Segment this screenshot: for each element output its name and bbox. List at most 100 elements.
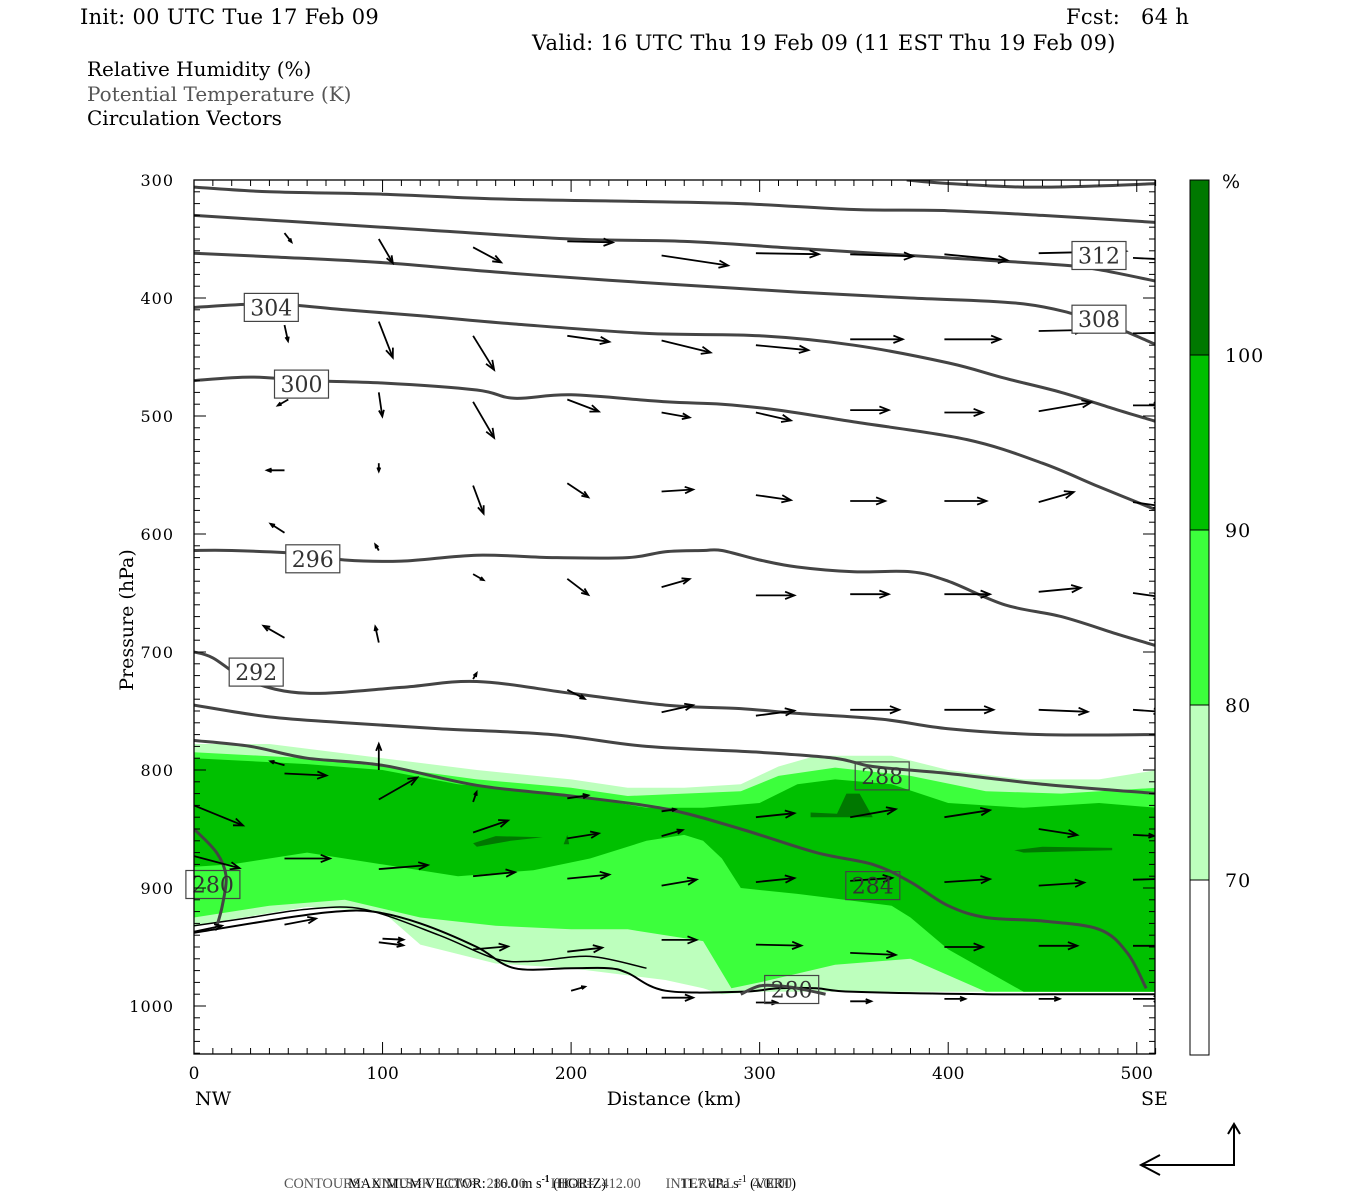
vector-arrowhead <box>485 359 496 372</box>
contour-label-text: 288 <box>861 765 903 790</box>
contour-label-text: 284 <box>852 875 894 900</box>
circulation-vector <box>944 705 996 715</box>
vector-shaft <box>566 482 589 499</box>
theta-contour-308 <box>194 251 1155 346</box>
vector-arrowhead <box>973 407 986 418</box>
vector-arrowhead <box>473 789 478 796</box>
theta-contour-300 <box>194 375 1155 512</box>
vector-arrowhead <box>232 817 246 827</box>
contour-label-280: 280 <box>185 869 241 900</box>
vector-shaft <box>1132 834 1155 837</box>
vector-arrowhead <box>885 949 899 960</box>
circulation-vector <box>1132 832 1155 839</box>
circulation-vector <box>755 874 797 884</box>
vector-arrowhead <box>684 993 696 1002</box>
contour-label-284: 284 <box>845 870 901 901</box>
circulation-vector <box>944 589 993 599</box>
contour-label-box <box>273 369 330 399</box>
surface-layer <box>194 906 1155 996</box>
circulation-vector <box>194 923 225 933</box>
contour-label-box <box>228 657 284 687</box>
theta-contour-layer <box>194 180 1155 996</box>
circulation-vector <box>377 321 394 360</box>
circulation-vector <box>1133 944 1155 947</box>
circulation-vector <box>567 237 616 247</box>
vector-shaft <box>1132 501 1155 507</box>
vector-shaft <box>661 829 683 837</box>
vector-arrowhead <box>1067 829 1080 839</box>
circulation-vector <box>264 467 285 473</box>
vector-shaft <box>1038 491 1074 503</box>
circulation-vector <box>376 463 382 474</box>
vector-shaft <box>1132 878 1155 881</box>
circulation-vector <box>570 985 588 992</box>
vector-arrowhead <box>875 496 888 506</box>
rh-fill-100 <box>810 793 873 818</box>
vector-shaft <box>755 709 795 717</box>
vector-arrowhead <box>417 861 431 871</box>
colorbar: 70 80 90 100 <box>1189 179 1264 1056</box>
y-tick-labels: 300 400 500 600 700 800 900 1000 <box>129 171 174 1016</box>
circulation-vector <box>473 868 518 878</box>
circulation-vector <box>661 702 696 714</box>
circulation-vector <box>661 876 700 887</box>
vector-shaft <box>472 819 509 834</box>
theta-contour-312 <box>194 213 1155 283</box>
colorbar-level-label: 100 <box>1225 345 1264 367</box>
vector-shaft <box>377 321 394 358</box>
vector-arrowhead <box>684 485 696 495</box>
circulation-vector <box>472 246 504 264</box>
contour-label-text: 312 <box>1078 245 1120 270</box>
vector-arrowhead <box>798 344 811 354</box>
vector-shaft <box>194 855 240 869</box>
circulation-vector <box>472 573 486 582</box>
vector-arrowhead <box>997 254 1010 265</box>
contour-label-box <box>1071 304 1127 334</box>
circulation-vector <box>275 398 289 407</box>
contour-label-text: 296 <box>292 548 334 573</box>
circulation-vector <box>850 405 892 415</box>
contour-label-box <box>854 761 910 791</box>
legend-circulation-vectors: Circulation Vectors <box>87 106 282 130</box>
vector-arrowhead <box>378 409 385 419</box>
vector-arrowhead <box>784 707 797 717</box>
vector-arrowhead <box>579 694 587 700</box>
vector-arrowhead <box>882 874 895 884</box>
vector-arrowhead <box>980 589 993 599</box>
circulation-vector <box>755 940 804 950</box>
vector-arrowhead <box>990 334 1003 344</box>
vector-arrowhead <box>492 254 504 264</box>
circulation-vector <box>755 411 794 423</box>
vector-shaft <box>567 794 589 800</box>
rh-fill-100 <box>1014 846 1113 853</box>
vector-shaft <box>194 804 244 827</box>
vector-shaft <box>270 523 285 534</box>
vector-shaft <box>1038 828 1078 836</box>
vector-shaft <box>472 246 502 264</box>
circulation-vector <box>1038 828 1080 839</box>
circulation-vector <box>755 809 797 819</box>
y-tick-label: 1000 <box>129 997 174 1016</box>
circulation-vector <box>850 589 892 599</box>
circulation-vector <box>378 776 420 801</box>
rh-fill-100 <box>473 836 543 847</box>
circulation-vector <box>284 770 329 780</box>
vector-arrowhead <box>229 861 242 871</box>
x-tick-label: 200 <box>555 1064 587 1084</box>
circulation-vector <box>1038 878 1087 888</box>
contour-label-text: 280 <box>771 979 813 1004</box>
vector-arrowhead <box>472 671 478 678</box>
vector-shaft <box>567 873 610 880</box>
circulation-vector <box>850 874 895 884</box>
circulation-vector <box>472 401 496 440</box>
x-endpoint-right: SE <box>1141 1088 1168 1110</box>
vector-arrowhead <box>213 923 225 931</box>
vector-arrowhead <box>781 494 794 504</box>
vector-shaft <box>1038 586 1081 593</box>
circulation-vector <box>661 339 713 355</box>
vector-arrowhead <box>396 941 406 948</box>
x-tick-label: 400 <box>932 1064 964 1084</box>
reference-horizontal-arrowhead <box>1138 1154 1161 1176</box>
circulation-vector <box>378 861 431 871</box>
circulation-vector <box>194 855 242 871</box>
